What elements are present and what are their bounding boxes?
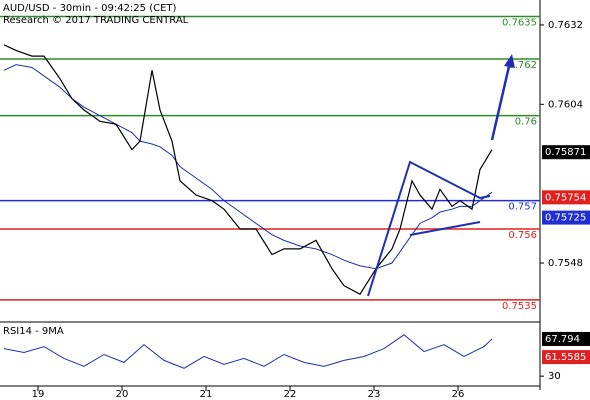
- price-tag: [542, 350, 590, 365]
- price-tag: [542, 145, 590, 160]
- moving-average: [3, 64, 493, 270]
- level-label: 0.76: [515, 117, 537, 128]
- x-tick-label: 23: [368, 389, 381, 400]
- price-tag-label: 67.794: [545, 334, 580, 345]
- y-tick-label: 0.7604: [548, 99, 583, 110]
- price-line: [3, 44, 493, 295]
- plot: 19 20 21 22 23 26 0.7632 0.7604 0.7548 0.7635 0.76…: [0, 15, 590, 400]
- chart-subtitle: Research © 2017 TRADING CENTRAL: [3, 15, 189, 26]
- price-tag-label: 61.5585: [545, 352, 586, 363]
- level-label: 0.762: [508, 60, 537, 71]
- forecast-arrow: [490, 61, 512, 141]
- y-tick-label: 30: [548, 371, 561, 382]
- y-tick-label: 0.7548: [548, 258, 583, 269]
- x-tick-label: 20: [116, 389, 129, 400]
- x-tick-label: 19: [32, 389, 45, 400]
- y-tick-label: 0.7632: [548, 20, 583, 31]
- level-label: 0.7635: [502, 17, 537, 28]
- x-tick-label: 22: [284, 389, 297, 400]
- triangle-pattern: [367, 160, 491, 297]
- x-tick-label: 21: [200, 389, 213, 400]
- rsi-line: [3, 334, 493, 369]
- price-tag-label: 0.75754: [545, 192, 586, 203]
- price-tag: [542, 210, 590, 225]
- chart-title: AUD/USD - 30min - 09:42:25 (CET): [3, 3, 177, 14]
- level-label: 0.757: [508, 202, 537, 213]
- level-label: 0.7535: [502, 301, 537, 312]
- price-tag: [542, 331, 590, 346]
- x-tick-label: 26: [452, 389, 465, 400]
- triangle-base: [409, 221, 481, 236]
- price-tag: [542, 190, 590, 205]
- price-tag-label: 0.75871: [545, 147, 586, 158]
- level-label: 0.756: [508, 230, 537, 241]
- rsi-title: RSI14 - 9MA: [3, 326, 64, 337]
- price-tag-label: 0.75725: [545, 213, 586, 224]
- arrow-head: [504, 54, 515, 68]
